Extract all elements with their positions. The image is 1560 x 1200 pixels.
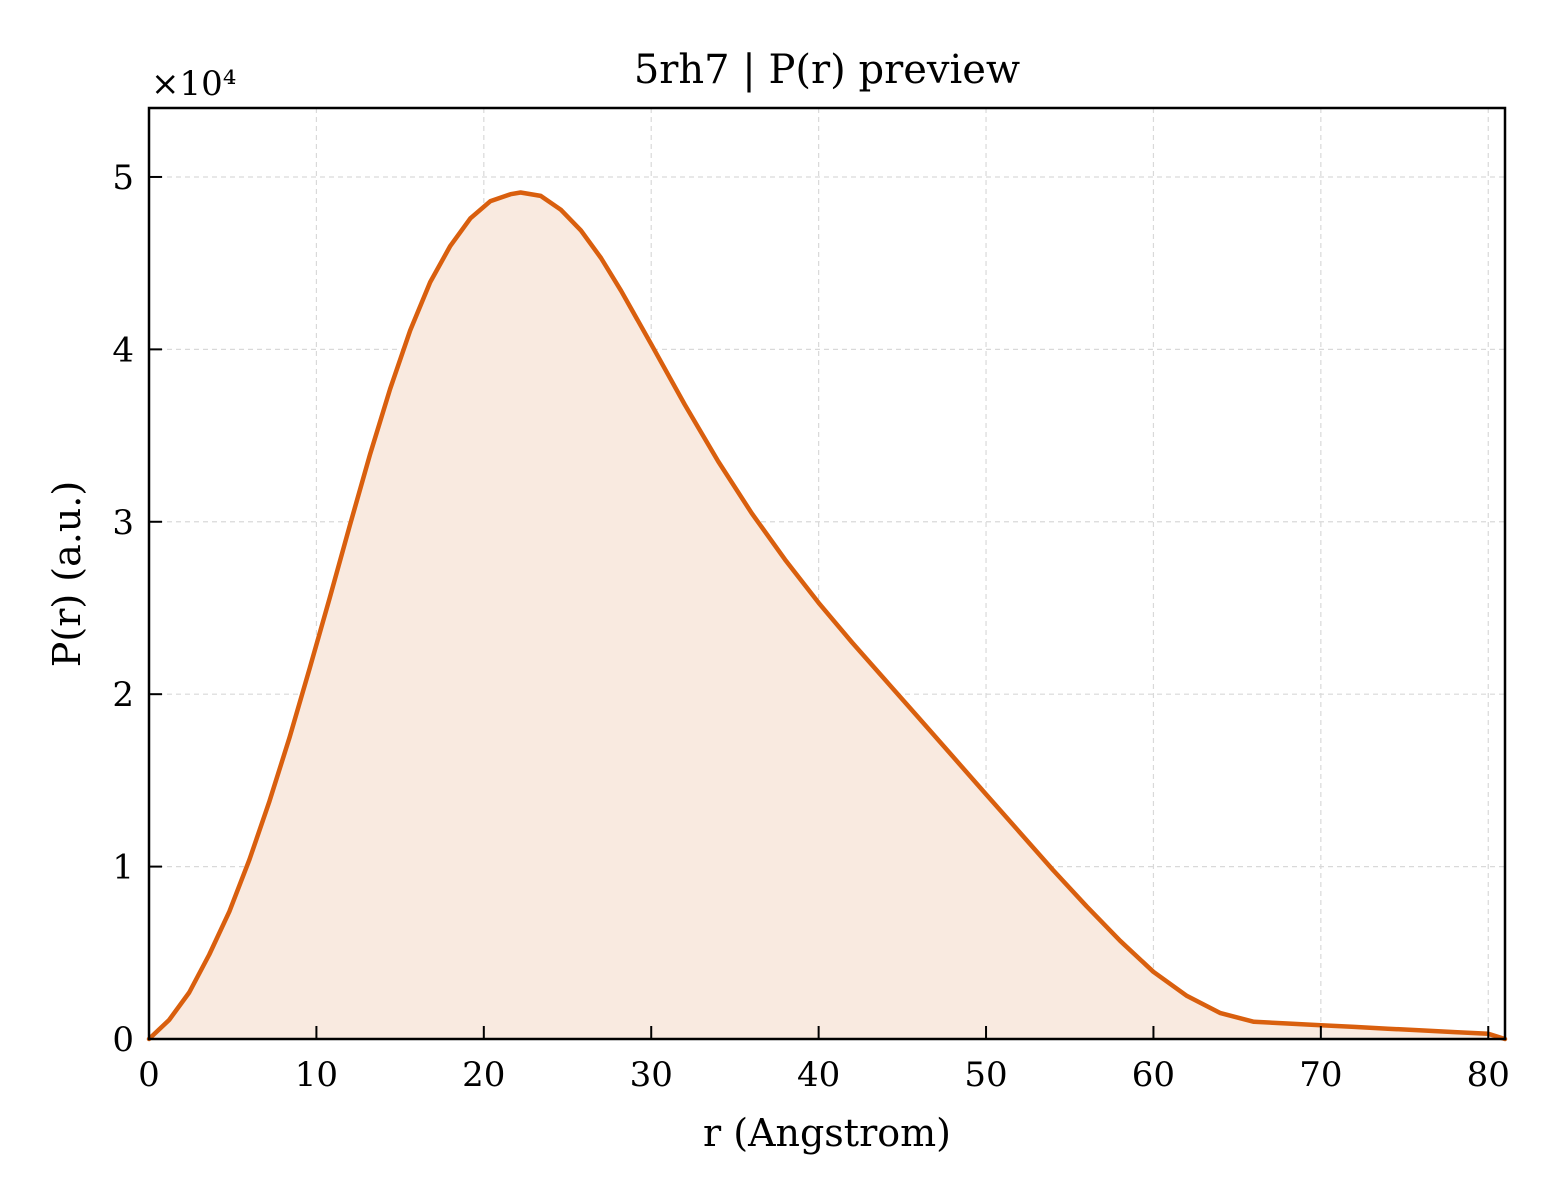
x-tick-label: 0 xyxy=(138,1055,160,1095)
y-tick-label: 3 xyxy=(112,503,134,543)
x-tick-label: 20 xyxy=(462,1055,505,1095)
chart-title: 5rh7 | P(r) preview xyxy=(634,47,1020,93)
x-axis-label: r (Angstrom) xyxy=(703,1111,951,1155)
y-tick-label: 4 xyxy=(112,330,134,370)
y-multiplier: ×10⁴ xyxy=(151,64,236,104)
x-tick-label: 30 xyxy=(630,1055,673,1095)
y-tick-label: 2 xyxy=(112,675,134,715)
y-tick-label: 5 xyxy=(112,158,134,198)
x-tick-label: 70 xyxy=(1299,1055,1342,1095)
pr-curve xyxy=(146,190,1508,1042)
data-layer xyxy=(146,190,1508,1042)
x-tick-label: 80 xyxy=(1467,1055,1510,1095)
y-axis-label: P(r) (a.u.) xyxy=(45,481,89,667)
tick-layer: 0 10 20 30 40 50 60 70 80 0 1 2 3 4 5 xyxy=(112,158,1510,1095)
y-tick-label: 0 xyxy=(112,1020,134,1060)
x-tick-label: 40 xyxy=(797,1055,840,1095)
x-tick-label: 10 xyxy=(295,1055,338,1095)
plot-frame xyxy=(147,106,1507,1041)
x-tick-label: 50 xyxy=(964,1055,1007,1095)
y-tick-label: 1 xyxy=(112,848,134,888)
x-tick-label: 60 xyxy=(1132,1055,1175,1095)
